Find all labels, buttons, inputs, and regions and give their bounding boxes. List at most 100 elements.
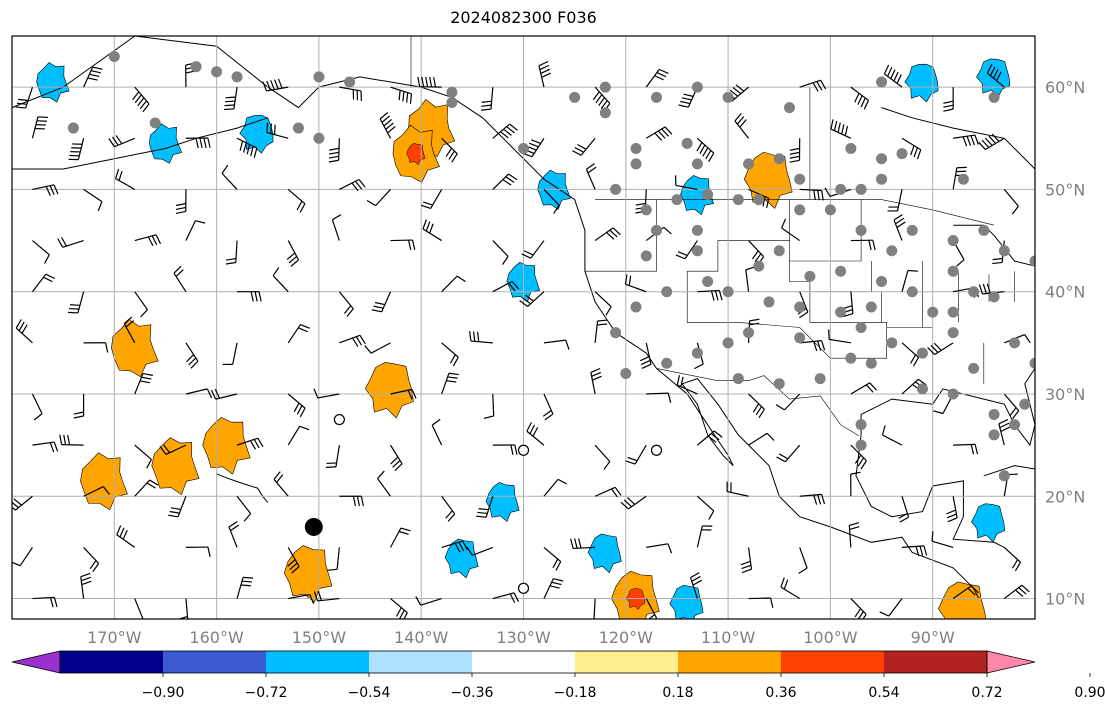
barb-shaft [431,424,443,446]
political-border [584,199,657,272]
wind-barb [185,546,211,557]
station-dot [702,189,714,201]
wind-barb [262,78,289,92]
barb-flag [239,140,244,151]
station-dot [292,122,304,134]
station-dot [794,204,806,216]
calm-wind-circle [333,413,345,426]
barb-shaft [646,392,669,395]
barb-flag [931,531,934,542]
barb-flag [526,422,532,432]
barb-shaft [420,597,442,606]
barb-flag [509,123,518,131]
wind-barb [830,119,852,139]
wind-barb [492,123,518,139]
station-dot [610,327,622,339]
colorbar-tick-label: 0.54 [868,685,899,701]
wind-barb [108,135,135,148]
latitude-tick-label: 20°N [1045,487,1085,506]
barb-flag [539,64,550,71]
station-dot [865,357,877,369]
barb-flag [257,437,264,448]
barb-flag [923,545,928,556]
barb-flag [735,84,745,92]
barb-flag [15,106,26,109]
barb-flag [514,444,518,455]
station-dot [671,194,683,206]
barb-shaft [134,444,152,460]
barb-flag [398,530,409,535]
wind-barb [483,393,495,419]
barb-flag [262,81,268,92]
wind-barb [543,339,570,350]
barb-flag [946,509,956,515]
barb-shaft [748,432,768,446]
negative-contour [971,503,1006,543]
wind-barb [417,76,442,88]
wind-barb [646,543,673,554]
wind-barb [789,138,801,163]
wind-barb [492,173,518,190]
barb-flag [249,440,256,450]
barb-shaft [543,478,559,497]
wind-barb [159,444,187,455]
wind-barb [431,418,443,446]
barb-flag [1024,334,1031,344]
barb-flag [713,430,723,438]
barb-flag [364,345,372,354]
wind-barb [371,291,392,313]
wind-barb [901,545,928,557]
barb-flag [60,237,67,247]
barb-flag [122,529,128,540]
wind-barb [377,470,391,497]
latitude-tick-label: 10°N [1045,590,1085,609]
wind-barb [828,329,851,344]
barb-flag [540,68,551,74]
barb-shaft [377,478,391,497]
station-dot [876,153,888,165]
barb-flag [577,143,587,150]
barb-flag [81,576,91,582]
colorbar-segment [781,651,884,673]
barb-flag [640,359,651,366]
barb-flag [253,439,260,449]
barb-flag [358,179,366,188]
barb-flag [850,471,861,475]
barb-flag [529,424,536,435]
wind-barb [998,418,1011,446]
wind-barb [67,291,85,314]
barb-shaft [288,593,310,600]
wind-barb [690,572,703,599]
barb-flag [452,356,459,367]
wind-barb [881,425,903,446]
barb-flag [352,337,359,347]
barb-flag [625,460,636,465]
barb-flag [472,331,476,342]
barb-flag [661,128,669,137]
barb-flag [73,415,84,419]
wind-barb [134,291,148,318]
barb-shaft [888,598,903,617]
barb-shaft [931,540,954,548]
wind-barb [83,66,103,88]
barb-flag [225,100,236,103]
barb-shaft [134,598,144,619]
longitude-tick-label: 90°W [911,628,955,647]
barb-flag [552,558,559,569]
barb-flag [890,69,896,79]
barb-flag [907,269,918,272]
wind-barb [543,478,568,497]
barb-flag [298,327,308,333]
barb-flag [692,579,703,586]
barb-flag [718,290,723,301]
wind-barb [594,291,612,316]
station-dot [876,173,888,185]
barb-shaft [472,546,494,556]
station-dot [763,296,775,308]
barb-flag [466,546,473,556]
station-dot [804,270,816,282]
barb-shaft [543,339,566,344]
wind-barb [799,79,827,92]
barb-flag [681,97,692,101]
barb-flag [329,147,340,151]
